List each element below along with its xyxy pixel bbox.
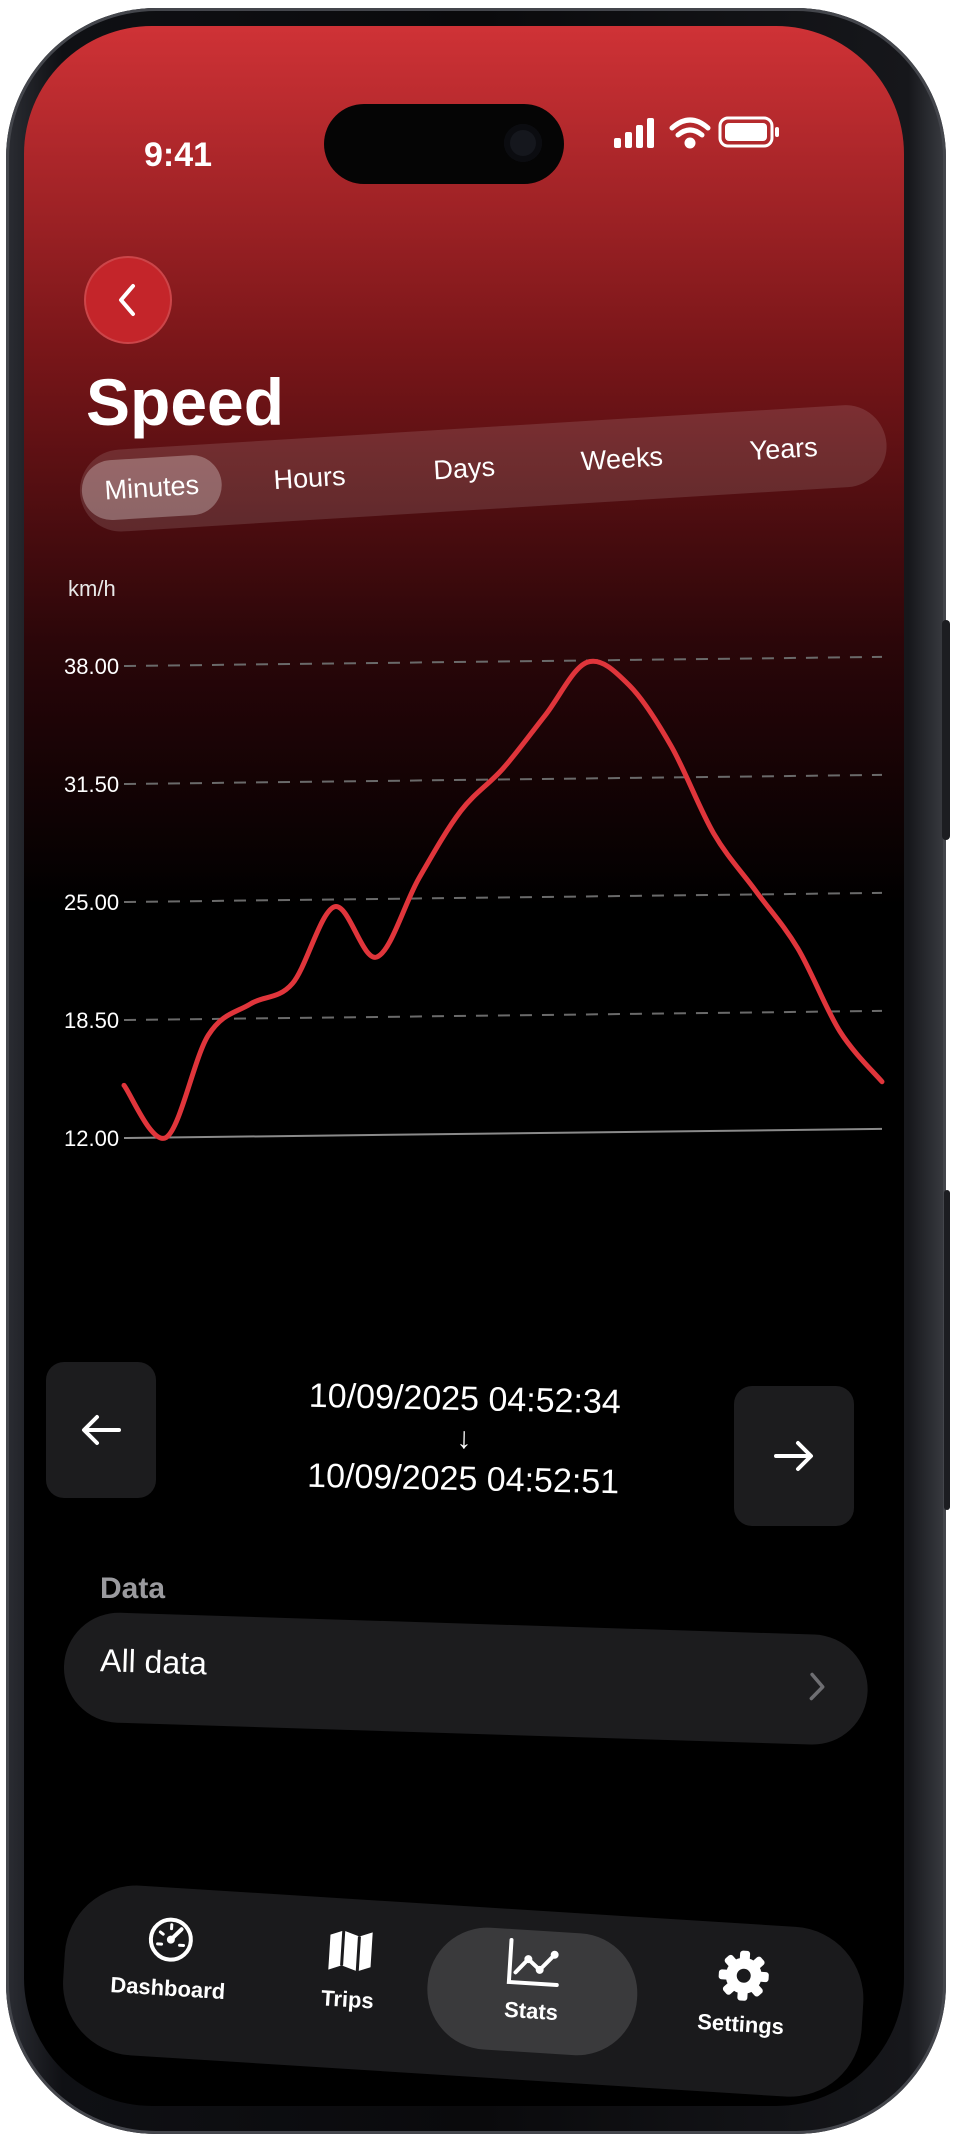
grid-line: [123, 773, 883, 785]
y-tick-label: 25.00: [64, 890, 119, 915]
dynamic-island: [324, 104, 564, 184]
tab-bar: Dashboard Trips: [58, 1881, 868, 2102]
y-tick-label: 18.50: [64, 1008, 119, 1033]
grid-line: [123, 655, 883, 667]
side-button: [944, 1190, 950, 1510]
chevron-left-icon: [119, 284, 135, 316]
grid-line: [123, 1009, 883, 1021]
page-title: Speed: [86, 365, 285, 439]
tab-dashboard[interactable]: Dashboard: [72, 1906, 267, 2008]
status-time: 9:41: [144, 136, 213, 174]
y-axis-ticks: 38.00 31.50 25.00 18.50 12.00: [64, 654, 119, 1151]
tab-trips[interactable]: Trips: [252, 1917, 447, 2019]
chevron-right-icon: [809, 1672, 825, 1701]
data-filter-value: All data: [99, 1642, 208, 1682]
chart-grid: [123, 655, 883, 1139]
battery-icon: [718, 116, 779, 148]
tab-stats[interactable]: Stats: [435, 1929, 630, 2031]
gauge-icon: [148, 1917, 193, 1962]
tab-settings[interactable]: Settings: [645, 1942, 840, 2044]
tab-trips-label: Trips: [320, 1985, 375, 2014]
map-icon: [328, 1930, 373, 1972]
grid-line: [123, 1127, 883, 1139]
series-line: [121, 658, 885, 1141]
signal-icon: [614, 118, 654, 148]
previous-range-button[interactable]: [46, 1362, 156, 1498]
side-button: [942, 620, 950, 840]
app-screen: 9:41 Speed: [24, 26, 904, 2106]
status-icons: [614, 116, 779, 149]
wifi-icon: [669, 117, 711, 149]
date-range: 10/09/2025 04:52:34 ↓ 10/09/2025 04:52:5…: [263, 1372, 666, 1506]
chart-icon: [506, 1938, 559, 1987]
y-tick-label: 38.00: [64, 654, 119, 679]
tab-dashboard-label: Dashboard: [109, 1971, 226, 2005]
range-end: 10/09/2025 04:52:51: [306, 1456, 620, 1502]
y-axis-unit: km/h: [68, 576, 116, 601]
arrow-right-icon: [774, 1441, 813, 1471]
camera-icon: [504, 124, 542, 162]
next-range-button[interactable]: [734, 1386, 854, 1526]
speed-line: [121, 658, 885, 1141]
gear-icon: [718, 1950, 769, 2001]
data-filter-row[interactable]: All data: [62, 1611, 870, 1747]
speed-chart: km/h 38.00 31.50 25.00 18.50 12.00: [64, 576, 885, 1151]
grid-line: [123, 891, 883, 903]
tab-settings-label: Settings: [696, 2008, 785, 2040]
y-tick-label: 31.50: [64, 772, 119, 797]
arrow-left-icon: [82, 1415, 121, 1445]
data-section-label: Data: [100, 1572, 166, 1605]
y-tick-label: 12.00: [64, 1126, 119, 1151]
back-button[interactable]: [84, 256, 172, 344]
range-start: 10/09/2025 04:52:34: [308, 1376, 622, 1422]
